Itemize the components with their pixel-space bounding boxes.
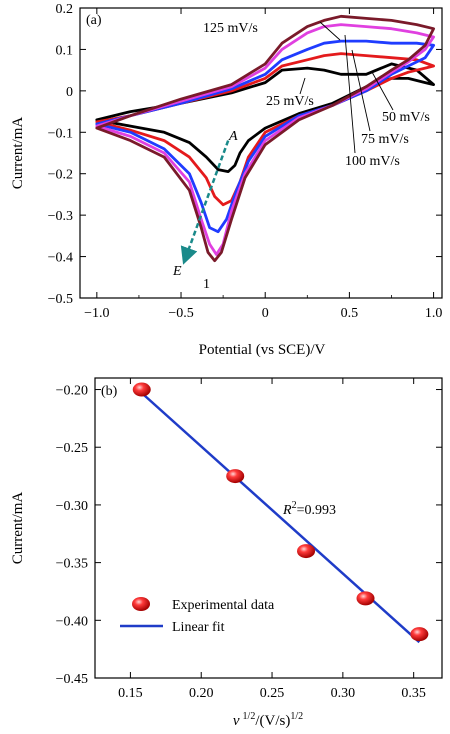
a-ytick-label: −0.2 — [48, 168, 73, 183]
peak-label: 1 — [203, 277, 210, 292]
a-ytick-label: 0 — [66, 85, 73, 100]
b-xtick-label: 0.25 — [260, 686, 285, 701]
leader-100 — [344, 34, 356, 154]
leader-75 — [351, 49, 371, 132]
a-xtick-label: −1.0 — [84, 306, 109, 321]
curve-label-50: 50 mV/s — [382, 110, 430, 125]
a-xtick-label: 1.0 — [425, 306, 443, 321]
panel-a-label: (a) — [86, 13, 102, 28]
data-point — [297, 544, 316, 559]
data-point — [356, 591, 375, 606]
panel-a-xlabel: Potential (vs SCE)/V — [199, 342, 326, 358]
curve-label-125: 125 mV/s — [203, 21, 258, 36]
data-point — [132, 382, 151, 397]
data-point — [410, 627, 429, 642]
b-ytick-label: −0.20 — [56, 384, 88, 399]
curve-label-leaders — [299, 21, 394, 154]
panel-a-curves — [95, 14, 435, 263]
panel-b-label: (b) — [101, 384, 118, 399]
cv-curve-50mvs — [95, 52, 435, 207]
xlabel-mid: /(V/s) — [255, 713, 290, 729]
legend-marker-experimental — [132, 597, 150, 611]
b-ytick-label: −0.25 — [56, 441, 88, 456]
a-xtick-label: 0 — [262, 306, 269, 321]
legend-label-experimental: Experimental data — [172, 598, 275, 613]
data-point — [226, 469, 245, 484]
a-ytick-label: −0.1 — [48, 126, 73, 141]
b-ytick-label: −0.40 — [56, 614, 88, 629]
legend-label-fit: Linear fit — [172, 620, 225, 635]
b-xtick-label: 0.35 — [401, 686, 426, 701]
a-ytick-label: −0.4 — [48, 251, 73, 266]
curve-label-25: 25 mV/s — [266, 94, 314, 109]
arrow-end-label: E — [172, 264, 182, 279]
experimental-points — [132, 382, 429, 642]
panel-b-xlabel: v 1/2/(V/s)1/2 — [233, 711, 303, 729]
panel-a-ylabel: Current/mA — [10, 117, 26, 190]
cv-curve-75mvs — [95, 39, 435, 234]
legend: Experimental data Linear fit — [120, 597, 275, 635]
panel-a-frame — [79, 7, 443, 299]
arrow-start-label: A — [228, 129, 238, 144]
cv-curve-125mvs — [95, 14, 435, 263]
curve-label-75: 75 mV/s — [361, 132, 409, 147]
leader-125 — [319, 21, 341, 41]
a-ytick-label: 0.2 — [56, 2, 74, 17]
xlabel-symbol: v — [233, 713, 240, 729]
xlabel-sup1: 1/2 — [243, 711, 256, 722]
leader-25 — [299, 77, 306, 95]
b-xtick-label: 0.20 — [189, 686, 214, 701]
r-squared-value: =0.993 — [297, 503, 336, 518]
b-ytick-label: −0.45 — [56, 672, 88, 687]
panel-a: −1.0 −0.5 0 0.5 1.0 −0.5 −0.4 −0.3 −0.2 −0.1 0 0.1 0… — [10, 2, 443, 358]
panel-b-ticks: 0.15 0.20 0.25 0.30 0.35 −0.20 −0.25 −0.30 −0.35… — [56, 378, 442, 701]
panel-b: 0.15 0.20 0.25 0.30 0.35 −0.20 −0.25 −0.30 −0.35… — [10, 377, 443, 729]
r-squared-sup: 2 — [292, 500, 297, 511]
curve-label-100: 100 mV/s — [345, 154, 400, 169]
a-xtick-label: 0.5 — [341, 306, 359, 321]
panel-b-frame — [94, 377, 443, 679]
a-ytick-label: −0.5 — [48, 292, 73, 307]
panel-a-ticks: −1.0 −0.5 0 0.5 1.0 −0.5 −0.4 −0.3 −0.2 −0.1 0 0.1 0… — [48, 2, 443, 321]
b-ytick-label: −0.30 — [56, 499, 88, 514]
r-squared-symbol: R — [282, 503, 292, 518]
a-ytick-label: 0.1 — [56, 43, 74, 58]
scan-rate-arrow — [180, 140, 230, 265]
xlabel-sup2: 1/2 — [290, 711, 303, 722]
leader-50 — [371, 71, 394, 111]
a-ytick-label: −0.3 — [48, 209, 73, 224]
a-xtick-label: −0.5 — [168, 306, 193, 321]
cv-curve-25mvs — [95, 62, 435, 173]
b-xtick-label: 0.30 — [331, 686, 356, 701]
panel-b-ylabel: Current/mA — [10, 492, 26, 565]
b-ytick-label: −0.35 — [56, 557, 88, 572]
r-squared-label: R2=0.993 — [282, 500, 336, 518]
cv-curve-100mvs — [95, 23, 435, 256]
b-xtick-label: 0.15 — [118, 686, 143, 701]
